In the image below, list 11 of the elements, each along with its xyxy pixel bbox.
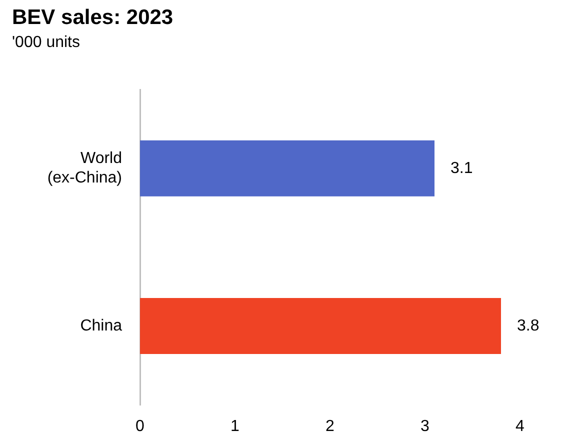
x-tick-label: 2 bbox=[326, 418, 335, 435]
x-tick-label: 4 bbox=[516, 418, 525, 435]
data-label: 3.1 bbox=[450, 160, 473, 177]
y-tick-label: China bbox=[80, 317, 122, 334]
x-tick-label: 0 bbox=[136, 418, 145, 435]
chart-subtitle: '000 units bbox=[12, 34, 80, 52]
x-tick-label: 3 bbox=[420, 418, 430, 435]
y-tick-label: World (ex-China) bbox=[47, 150, 122, 186]
chart-title: BEV sales: 2023 bbox=[12, 6, 174, 30]
data-label: 3.8 bbox=[517, 317, 540, 334]
x-tick-label: 1 bbox=[230, 418, 240, 435]
